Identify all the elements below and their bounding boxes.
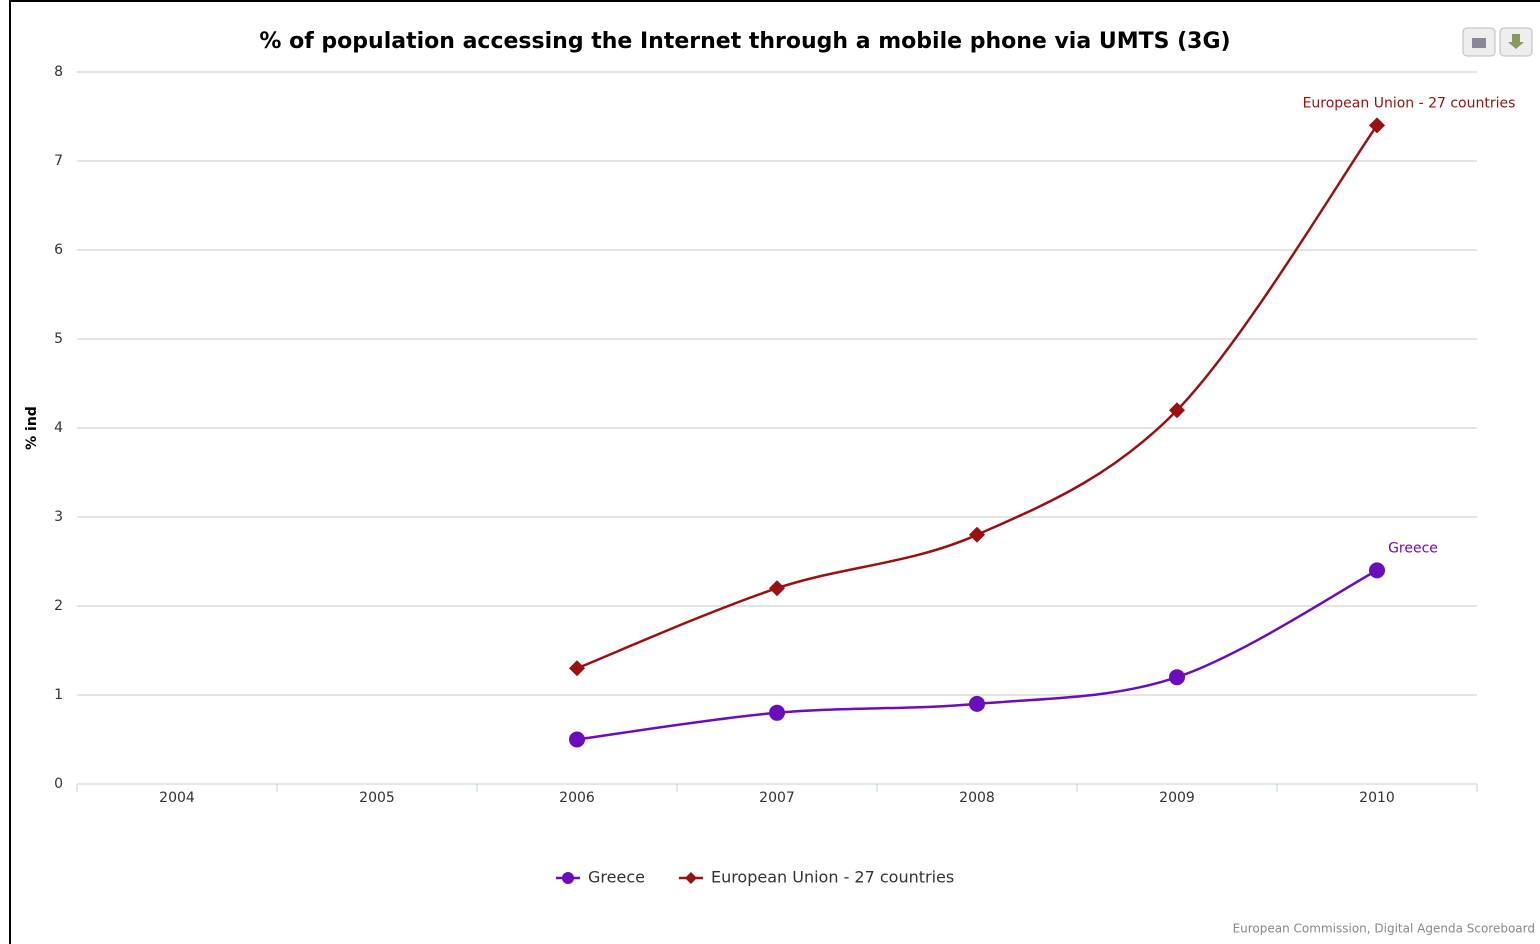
point	[569, 660, 585, 677]
source-credit: European Commission, Digital Agenda Scor…	[1233, 922, 1535, 936]
legend-label: Greece	[588, 868, 645, 887]
export-buttons[interactable]	[1462, 27, 1533, 57]
y-tick-label: 8	[54, 64, 63, 80]
y-tick-label: 4	[54, 420, 63, 436]
end-label: European Union - 27 countries	[1303, 95, 1516, 111]
y-tick-label: 3	[54, 509, 63, 525]
x-tick-label: 2009	[1159, 790, 1195, 806]
download-icon	[1508, 34, 1524, 49]
point	[969, 526, 985, 543]
y-tick-label: 6	[54, 242, 63, 258]
legend-swatch	[562, 872, 574, 884]
point	[769, 580, 785, 597]
y-axis-label: % ind	[24, 406, 40, 450]
x-tick-label: 2010	[1359, 790, 1395, 806]
legend-label: European Union - 27 countries	[711, 868, 954, 887]
point	[969, 695, 985, 712]
x-tick-label: 2008	[959, 790, 995, 806]
y-tick-label: 2	[54, 598, 63, 614]
point	[769, 704, 785, 721]
point	[1169, 402, 1185, 419]
x-tick-label: 2004	[159, 790, 195, 806]
x-tick-label: 2007	[759, 790, 795, 806]
point	[1369, 562, 1385, 579]
legend-swatch	[684, 872, 697, 884]
chart-title: % of population accessing the Internet t…	[259, 29, 1230, 54]
x-tick-label: 2006	[559, 790, 595, 806]
point	[1169, 669, 1185, 686]
y-tick-label: 5	[54, 331, 63, 347]
chart-frame	[9, 0, 1540, 944]
x-tick-label: 2005	[359, 790, 395, 806]
y-tick-label: 7	[54, 153, 63, 169]
print-icon	[1472, 38, 1486, 48]
y-tick-label: 1	[54, 687, 63, 703]
series-line	[576, 124, 1379, 670]
point	[1369, 117, 1385, 134]
point	[569, 731, 585, 748]
y-tick-label: 0	[54, 776, 63, 792]
end-label: Greece	[1388, 540, 1438, 556]
